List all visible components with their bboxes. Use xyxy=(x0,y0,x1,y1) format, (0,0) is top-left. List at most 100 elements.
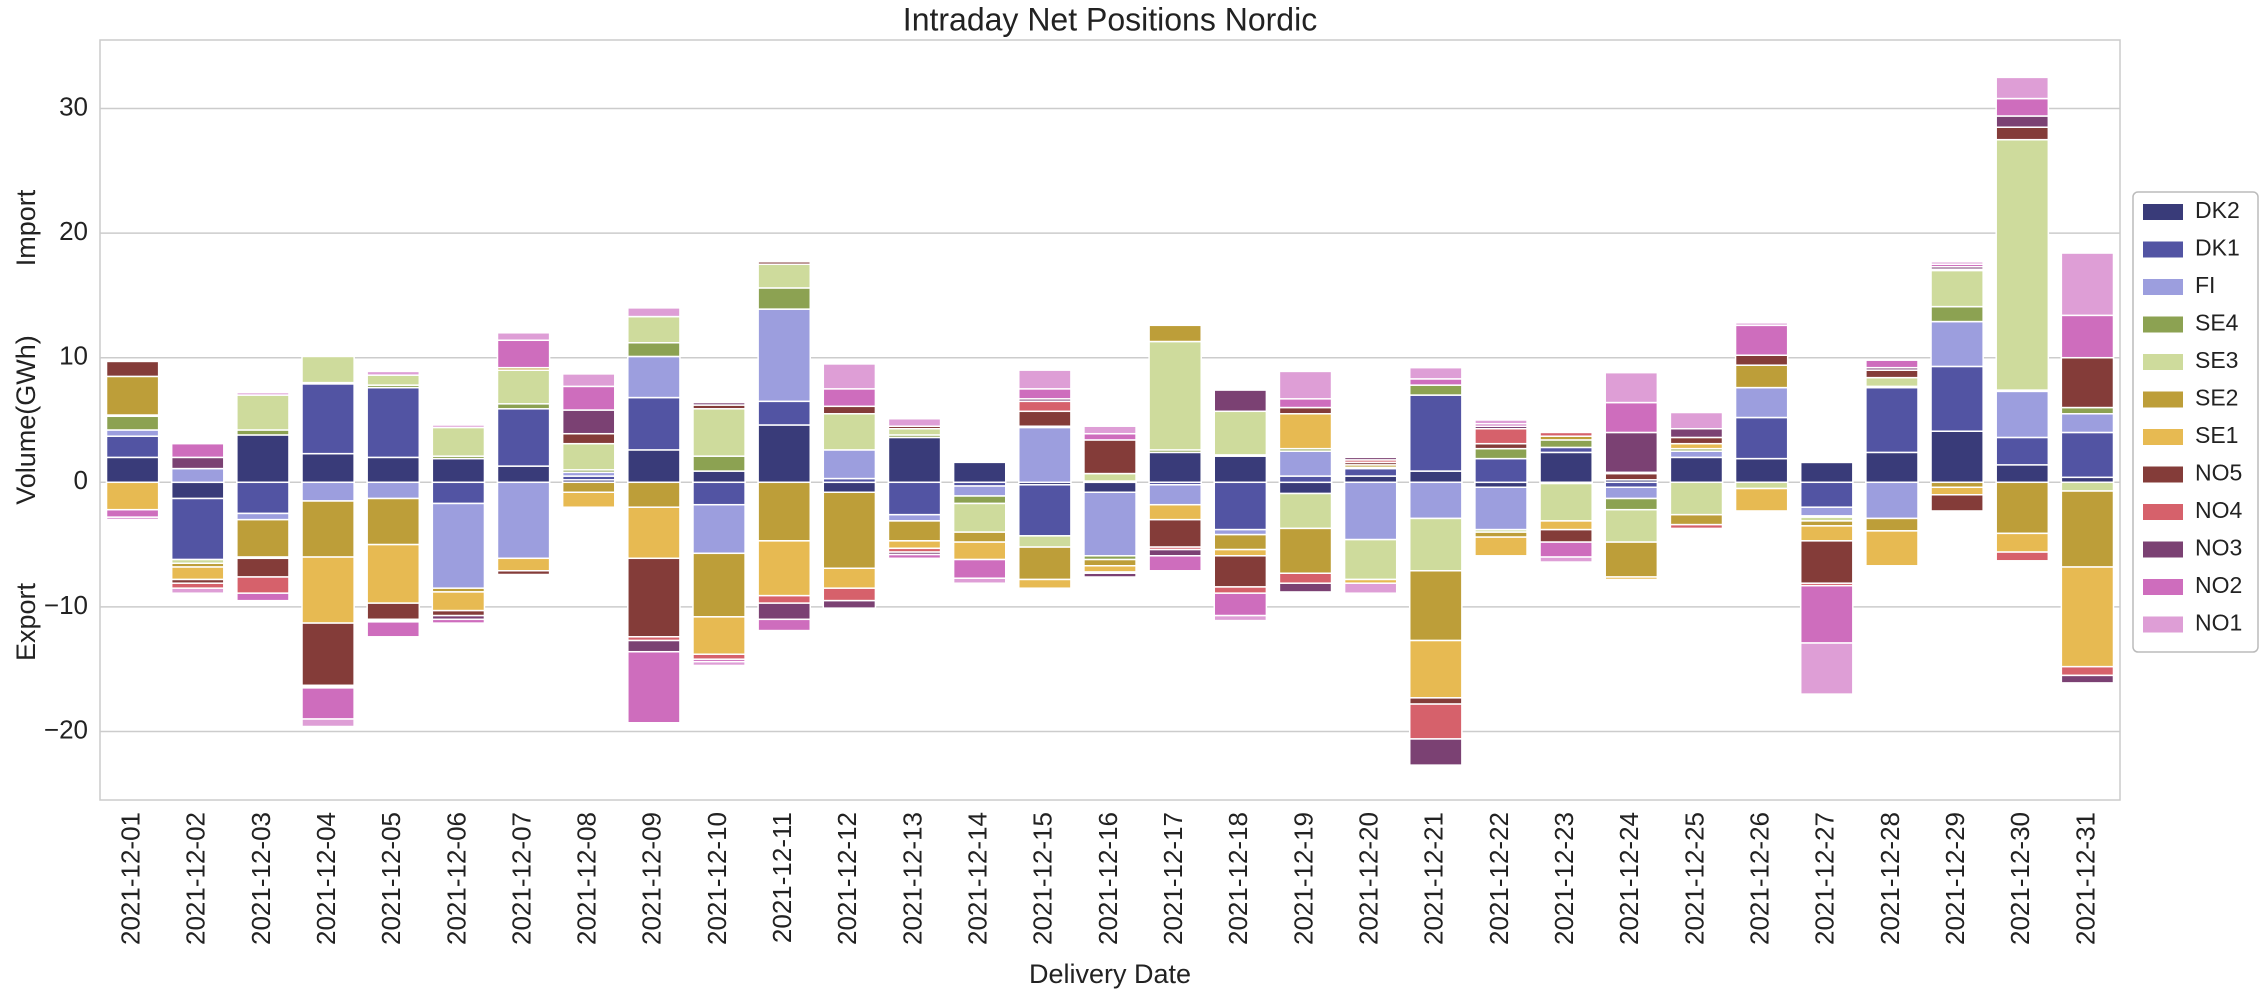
bar-segment xyxy=(627,449,681,484)
bar-segment xyxy=(1734,364,1789,389)
bar-segment xyxy=(2060,413,2115,434)
bar-segment xyxy=(1799,460,1854,464)
bar-segment xyxy=(105,435,160,459)
bar-segment xyxy=(757,287,812,310)
bar-segment xyxy=(757,481,812,542)
bar-segment xyxy=(1408,703,1463,740)
legend-label: SE4 xyxy=(2195,310,2239,336)
x-tick-label: 2021-12-21 xyxy=(1419,812,1449,945)
bar-segment xyxy=(1278,450,1333,477)
bar-segment xyxy=(1734,416,1789,460)
bar-segment xyxy=(757,594,812,604)
bar-segment xyxy=(757,602,812,621)
bar-segment xyxy=(1018,535,1072,548)
bar-segment xyxy=(1799,584,1854,644)
bar-segment xyxy=(561,373,616,388)
bar-segment xyxy=(952,577,1007,584)
x-tick-label: 2021-12-25 xyxy=(1679,812,1709,945)
bar-segment xyxy=(561,442,616,471)
bar-segment xyxy=(627,355,681,399)
bar-segment xyxy=(236,394,290,431)
legend-label: NO5 xyxy=(2195,460,2242,486)
bar-segment xyxy=(1539,520,1593,531)
bar-segment xyxy=(2060,356,2115,409)
bar-segment xyxy=(1278,582,1333,593)
x-tick-label: 2021-12-11 xyxy=(767,812,797,943)
bar-segment xyxy=(1148,503,1202,521)
bar-segment xyxy=(236,391,290,396)
bar-segment xyxy=(1799,506,1854,517)
bar-segment xyxy=(757,540,812,597)
bar-segment xyxy=(822,587,877,602)
bar-segment xyxy=(1669,427,1724,439)
x-tick-label: 2021-12-31 xyxy=(2070,812,2100,945)
bar-segment xyxy=(887,427,942,436)
bar-segment xyxy=(1604,486,1659,500)
bar-segment xyxy=(1083,432,1137,441)
bar-segment xyxy=(1408,697,1463,705)
bar-segment xyxy=(1408,738,1463,766)
bar-segment xyxy=(1213,533,1268,551)
bar-segment xyxy=(627,396,681,451)
bar-segment xyxy=(236,557,290,578)
bar-segment xyxy=(366,543,421,604)
legend-label: FI xyxy=(2195,272,2215,298)
bar-segment xyxy=(105,508,160,518)
plot-frame xyxy=(99,39,2121,801)
bar-segment xyxy=(1148,484,1202,506)
legend-label: NO1 xyxy=(2195,610,2242,636)
bar-segment xyxy=(1278,481,1333,495)
bar-segment xyxy=(1604,431,1659,474)
bar-segment xyxy=(170,456,225,470)
bar-segment xyxy=(757,618,812,632)
legend-label: NO3 xyxy=(2195,535,2242,561)
bar-segment xyxy=(1604,508,1659,543)
bar-segment xyxy=(627,639,681,653)
legend-label: SE2 xyxy=(2195,385,2238,411)
legend-label: DK2 xyxy=(2195,197,2240,223)
bar-segment xyxy=(1734,487,1789,512)
bar-segment xyxy=(236,434,290,484)
bar-segment xyxy=(2060,431,2115,479)
bar-segment xyxy=(1799,642,1854,695)
bar-segment xyxy=(1148,555,1202,572)
bar-segment xyxy=(1408,394,1463,472)
bar-segment xyxy=(1539,528,1593,543)
bar-segment xyxy=(1083,481,1137,494)
bar-segment xyxy=(496,481,551,560)
bar-segment xyxy=(236,512,290,521)
bar-segment xyxy=(2060,314,2115,359)
x-tick-label: 2021-12-18 xyxy=(1223,812,1253,945)
bar-segment xyxy=(887,540,942,550)
bar-segment xyxy=(301,687,355,720)
bar-segment xyxy=(757,263,812,289)
bar-segment xyxy=(1474,486,1528,531)
x-tick-label: 2021-12-20 xyxy=(1354,812,1384,945)
bar-segment xyxy=(2060,481,2115,492)
bar-segment xyxy=(1083,558,1137,567)
legend-swatch xyxy=(2143,316,2183,333)
bar-segment xyxy=(1343,481,1398,541)
bar-segment xyxy=(887,481,942,516)
bar-segment xyxy=(236,576,290,594)
y-tick-label: 20 xyxy=(59,216,88,246)
legend: DK2 DK1 FI SE4 SE3 SE2 SE1 NO5 NO4 NO3 NO2 NO1 xyxy=(2132,191,2259,653)
bar-segment xyxy=(431,618,486,624)
bar-segment xyxy=(1148,340,1202,451)
bar-segment xyxy=(1799,540,1854,584)
bar-segment xyxy=(1669,436,1724,445)
bar-segment xyxy=(1213,586,1268,594)
bar-segment xyxy=(822,481,877,494)
bar-segment xyxy=(1799,525,1854,542)
bar-segment xyxy=(1083,565,1137,573)
bar-segment xyxy=(1930,365,1984,432)
bar-segment xyxy=(1539,451,1593,484)
legend-label: SE3 xyxy=(2195,347,2238,373)
bar-segment xyxy=(1669,513,1724,526)
legend-swatch xyxy=(2143,579,2183,595)
bar-segment xyxy=(887,520,942,542)
bar-segment xyxy=(1669,411,1724,430)
bar-segment xyxy=(952,502,1007,533)
bar-segment xyxy=(301,622,355,687)
bar-segment xyxy=(1278,475,1333,484)
